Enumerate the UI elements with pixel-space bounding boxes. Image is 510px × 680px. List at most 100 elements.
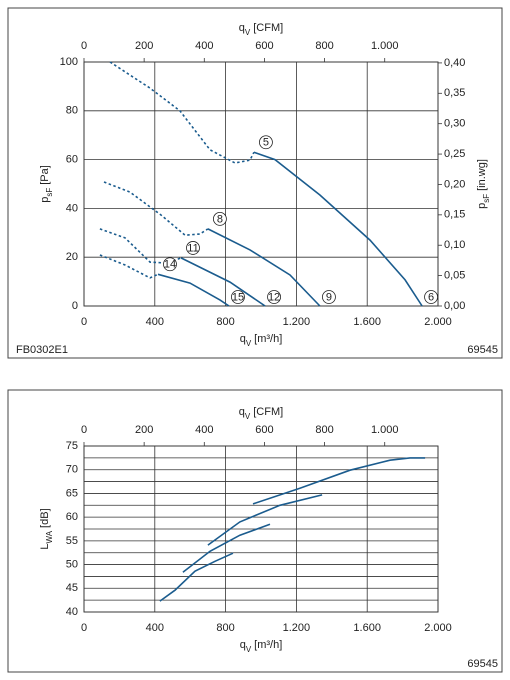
curve-label-circle bbox=[267, 290, 281, 304]
y2-axis-label: psF [in.wg] bbox=[476, 159, 491, 209]
x2-axis-label-unit: [CFM] bbox=[253, 406, 283, 418]
curve-label-circle bbox=[212, 211, 227, 226]
x-tick-label: 1.600 bbox=[353, 316, 381, 328]
y-axis-label-main: p bbox=[39, 197, 51, 203]
y2-tick-label: 0,10 bbox=[444, 239, 465, 251]
x-axis-label-unit: [m³/h] bbox=[254, 639, 282, 651]
x-axis-label-sub: V bbox=[246, 645, 252, 654]
x2-tick-label: 400 bbox=[195, 424, 213, 436]
y-tick-label: 40 bbox=[66, 202, 78, 214]
y2-tick-label: 0,35 bbox=[444, 87, 465, 99]
curve-label: 15 bbox=[232, 291, 244, 303]
x2-tick-label: 800 bbox=[315, 424, 333, 436]
x-tick-label: 2.000 bbox=[424, 316, 452, 328]
y2-tick-label: 0,05 bbox=[444, 270, 465, 282]
x2-tick-label: 400 bbox=[195, 40, 213, 52]
y2-tick-label: 0,20 bbox=[444, 178, 465, 190]
y-axis-label-main: L bbox=[39, 544, 51, 550]
curve bbox=[99, 254, 159, 279]
x2-tick-label: 1.000 bbox=[371, 424, 399, 436]
x2-tick-label: 800 bbox=[315, 40, 333, 52]
plot-frame bbox=[83, 61, 439, 307]
x2-axis-label-main: q bbox=[239, 406, 245, 418]
y-tick-label: 40 bbox=[66, 606, 78, 618]
curve bbox=[207, 494, 323, 546]
x-tick-label: 1.200 bbox=[283, 316, 311, 328]
curve-label: 6 bbox=[428, 291, 434, 303]
y-axis-label-unit: [Pa] bbox=[39, 165, 51, 185]
curve-label: 8 bbox=[217, 213, 223, 225]
curve-label: 9 bbox=[326, 291, 332, 303]
x2-axis-label-unit: [CFM] bbox=[253, 22, 283, 34]
curve-label-circle bbox=[259, 135, 273, 150]
x-tick-label: 0 bbox=[81, 316, 87, 328]
y2-tick-label: 0,40 bbox=[444, 57, 465, 69]
x-tick-label: 0 bbox=[81, 622, 87, 634]
curve bbox=[157, 273, 230, 307]
curve-label-circle bbox=[231, 290, 245, 304]
x2-axis-label-main: q bbox=[239, 22, 245, 34]
curve bbox=[252, 457, 426, 505]
x-axis-label-main: q bbox=[240, 333, 246, 345]
curve-label: 12 bbox=[268, 291, 280, 303]
x2-tick-label: 600 bbox=[255, 40, 273, 52]
y2-axis-label-main: p bbox=[476, 203, 488, 209]
x-tick-label: 2.000 bbox=[424, 622, 452, 634]
y-tick-label: 80 bbox=[66, 105, 78, 117]
y2-tick-label: 0,00 bbox=[444, 300, 465, 312]
y-tick-label: 65 bbox=[66, 487, 78, 499]
curve bbox=[99, 228, 182, 264]
footnote: 69545 bbox=[467, 344, 498, 356]
y-axis-label: LWA [dB] bbox=[39, 508, 54, 549]
x-axis-label-unit: [m³/h] bbox=[254, 333, 282, 345]
x-axis-label-main: q bbox=[240, 639, 246, 651]
curve bbox=[159, 552, 234, 602]
curve bbox=[103, 181, 209, 237]
y-tick-label: 50 bbox=[66, 558, 78, 570]
chart-frame bbox=[7, 7, 503, 359]
curve-label-circle bbox=[424, 290, 438, 304]
y2-tick-label: 0,30 bbox=[444, 118, 465, 130]
x-tick-label: 800 bbox=[216, 316, 234, 328]
x2-tick-label: 0 bbox=[81, 40, 87, 52]
curve bbox=[253, 151, 423, 307]
x-axis-label-sub: V bbox=[246, 339, 252, 348]
y-tick-label: 100 bbox=[60, 56, 78, 68]
y-tick-label: 60 bbox=[66, 154, 78, 166]
y-tick-label: 45 bbox=[66, 582, 78, 594]
y2-axis-label-sub: sF bbox=[482, 194, 491, 203]
y-axis-label-sub: WA bbox=[45, 530, 54, 543]
y-tick-label: 75 bbox=[66, 440, 78, 452]
x2-axis-label: qV [CFM] bbox=[239, 22, 283, 37]
curve bbox=[109, 61, 255, 164]
curve bbox=[180, 257, 266, 307]
x2-tick-label: 1.000 bbox=[371, 40, 399, 52]
y-tick-label: 60 bbox=[66, 511, 78, 523]
x-axis-label: qV [m³/h] bbox=[240, 639, 283, 654]
x2-tick-label: 200 bbox=[135, 424, 153, 436]
y-axis-label: psF [Pa] bbox=[39, 165, 54, 203]
x2-tick-label: 200 bbox=[135, 40, 153, 52]
y-tick-label: 20 bbox=[66, 251, 78, 263]
x2-axis-label-sub: V bbox=[245, 412, 251, 421]
y2-tick-label: 0,25 bbox=[444, 148, 465, 160]
footnote: FB0302E1 bbox=[16, 344, 68, 356]
y-tick-label: 70 bbox=[66, 464, 78, 476]
y2-axis-label-unit: [in.wg] bbox=[476, 159, 488, 191]
x2-axis-label-sub: V bbox=[245, 28, 251, 37]
x-tick-label: 400 bbox=[146, 316, 164, 328]
curve-label: 11 bbox=[187, 242, 198, 254]
y-tick-label: 0 bbox=[72, 300, 78, 312]
curve bbox=[182, 523, 271, 573]
x-tick-label: 800 bbox=[216, 622, 234, 634]
y2-tick-label: 0,15 bbox=[444, 209, 465, 221]
curve-label: 14 bbox=[164, 259, 176, 271]
x-tick-label: 1.600 bbox=[353, 622, 381, 634]
x2-axis-label: qV [CFM] bbox=[239, 406, 283, 421]
curve-label-circle bbox=[322, 290, 336, 304]
curve-label-circle bbox=[186, 241, 200, 255]
x2-tick-label: 0 bbox=[81, 424, 87, 436]
curve-label-circle bbox=[163, 257, 177, 272]
